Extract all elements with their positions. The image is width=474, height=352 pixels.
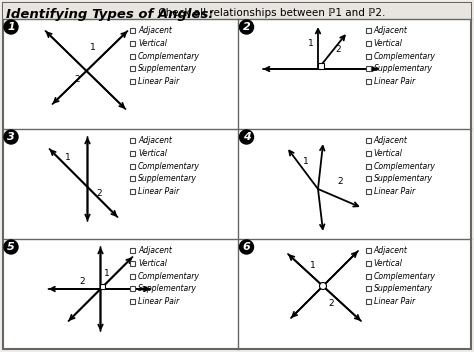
Bar [365, 299, 371, 304]
Text: Linear Pair: Linear Pair [374, 77, 415, 86]
Text: Vertical: Vertical [138, 149, 167, 158]
Text: Complementary: Complementary [374, 272, 436, 281]
Text: Supplementary: Supplementary [374, 174, 433, 183]
Bar [130, 164, 135, 169]
Text: 1: 1 [90, 43, 95, 51]
Text: Adjacent: Adjacent [374, 136, 408, 145]
Text: Adjacent: Adjacent [138, 136, 172, 145]
Text: Vertical: Vertical [374, 39, 402, 48]
Circle shape [4, 130, 18, 144]
Bar [365, 189, 371, 194]
Text: Adjacent: Adjacent [138, 246, 172, 255]
Bar [365, 287, 371, 291]
Text: Linear Pair: Linear Pair [138, 187, 179, 196]
Text: Vertical: Vertical [374, 149, 402, 158]
Bar [365, 41, 371, 46]
Bar [365, 28, 371, 33]
Bar [130, 54, 135, 58]
Text: Supplementary: Supplementary [138, 284, 197, 294]
Bar [365, 274, 371, 278]
Bar [365, 248, 371, 253]
Bar [130, 189, 135, 194]
Text: Supplementary: Supplementary [374, 64, 433, 74]
Text: 1: 1 [7, 22, 15, 32]
Bar [130, 138, 135, 143]
Bar [130, 248, 135, 253]
Text: Supplementary: Supplementary [374, 284, 433, 294]
Text: Complementary: Complementary [138, 162, 200, 171]
Bar [130, 67, 135, 71]
Bar [130, 176, 135, 181]
Text: Vertical: Vertical [138, 39, 167, 48]
Text: Adjacent: Adjacent [374, 26, 408, 35]
Circle shape [239, 240, 254, 254]
Text: Check all relationships between ℙ1 and ℙ2.: Check all relationships between ℙ1 and ℙ… [155, 8, 385, 18]
Text: Complementary: Complementary [138, 52, 200, 61]
Text: Identifying Types of Angles:: Identifying Types of Angles: [6, 8, 214, 21]
Text: 1: 1 [308, 39, 314, 49]
Bar [130, 28, 135, 33]
Bar [3, 3, 471, 19]
Text: 1: 1 [64, 152, 70, 162]
Bar [130, 41, 135, 46]
Text: Linear Pair: Linear Pair [374, 187, 415, 196]
Circle shape [239, 130, 254, 144]
Bar [365, 164, 371, 169]
Text: 1: 1 [303, 157, 309, 165]
Text: 5: 5 [7, 242, 15, 252]
Text: Vertical: Vertical [138, 259, 167, 268]
Text: 2: 2 [97, 189, 102, 199]
Bar [130, 151, 135, 156]
Text: Adjacent: Adjacent [138, 26, 172, 35]
Circle shape [239, 20, 254, 34]
Text: 4: 4 [243, 132, 250, 142]
Text: 3: 3 [7, 132, 15, 142]
Circle shape [319, 283, 327, 289]
Bar [365, 138, 371, 143]
Text: Linear Pair: Linear Pair [374, 297, 415, 306]
Bar [365, 79, 371, 84]
Bar [130, 79, 135, 84]
Bar [365, 151, 371, 156]
Text: 2: 2 [243, 22, 250, 32]
Text: 2: 2 [75, 75, 80, 83]
Text: Vertical: Vertical [374, 259, 402, 268]
Text: 2: 2 [328, 300, 334, 308]
Text: 2: 2 [337, 176, 343, 186]
Text: Linear Pair: Linear Pair [138, 297, 179, 306]
Text: 2: 2 [80, 277, 85, 285]
Circle shape [4, 20, 18, 34]
Bar [130, 274, 135, 278]
Text: 6: 6 [243, 242, 250, 252]
Text: Supplementary: Supplementary [138, 64, 197, 74]
Circle shape [4, 240, 18, 254]
Text: Adjacent: Adjacent [374, 246, 408, 255]
Bar [130, 299, 135, 304]
Bar [365, 67, 371, 71]
Text: Complementary: Complementary [374, 52, 436, 61]
Bar [318, 63, 324, 69]
Text: Supplementary: Supplementary [138, 174, 197, 183]
Bar [365, 176, 371, 181]
Bar [100, 284, 106, 289]
Bar [130, 261, 135, 266]
Text: Complementary: Complementary [374, 162, 436, 171]
Text: 2: 2 [335, 44, 341, 54]
Bar [130, 287, 135, 291]
Text: 1: 1 [310, 262, 316, 270]
Bar [365, 54, 371, 58]
Text: 1: 1 [103, 269, 109, 277]
Text: Linear Pair: Linear Pair [138, 77, 179, 86]
Text: Complementary: Complementary [138, 272, 200, 281]
Bar [365, 261, 371, 266]
